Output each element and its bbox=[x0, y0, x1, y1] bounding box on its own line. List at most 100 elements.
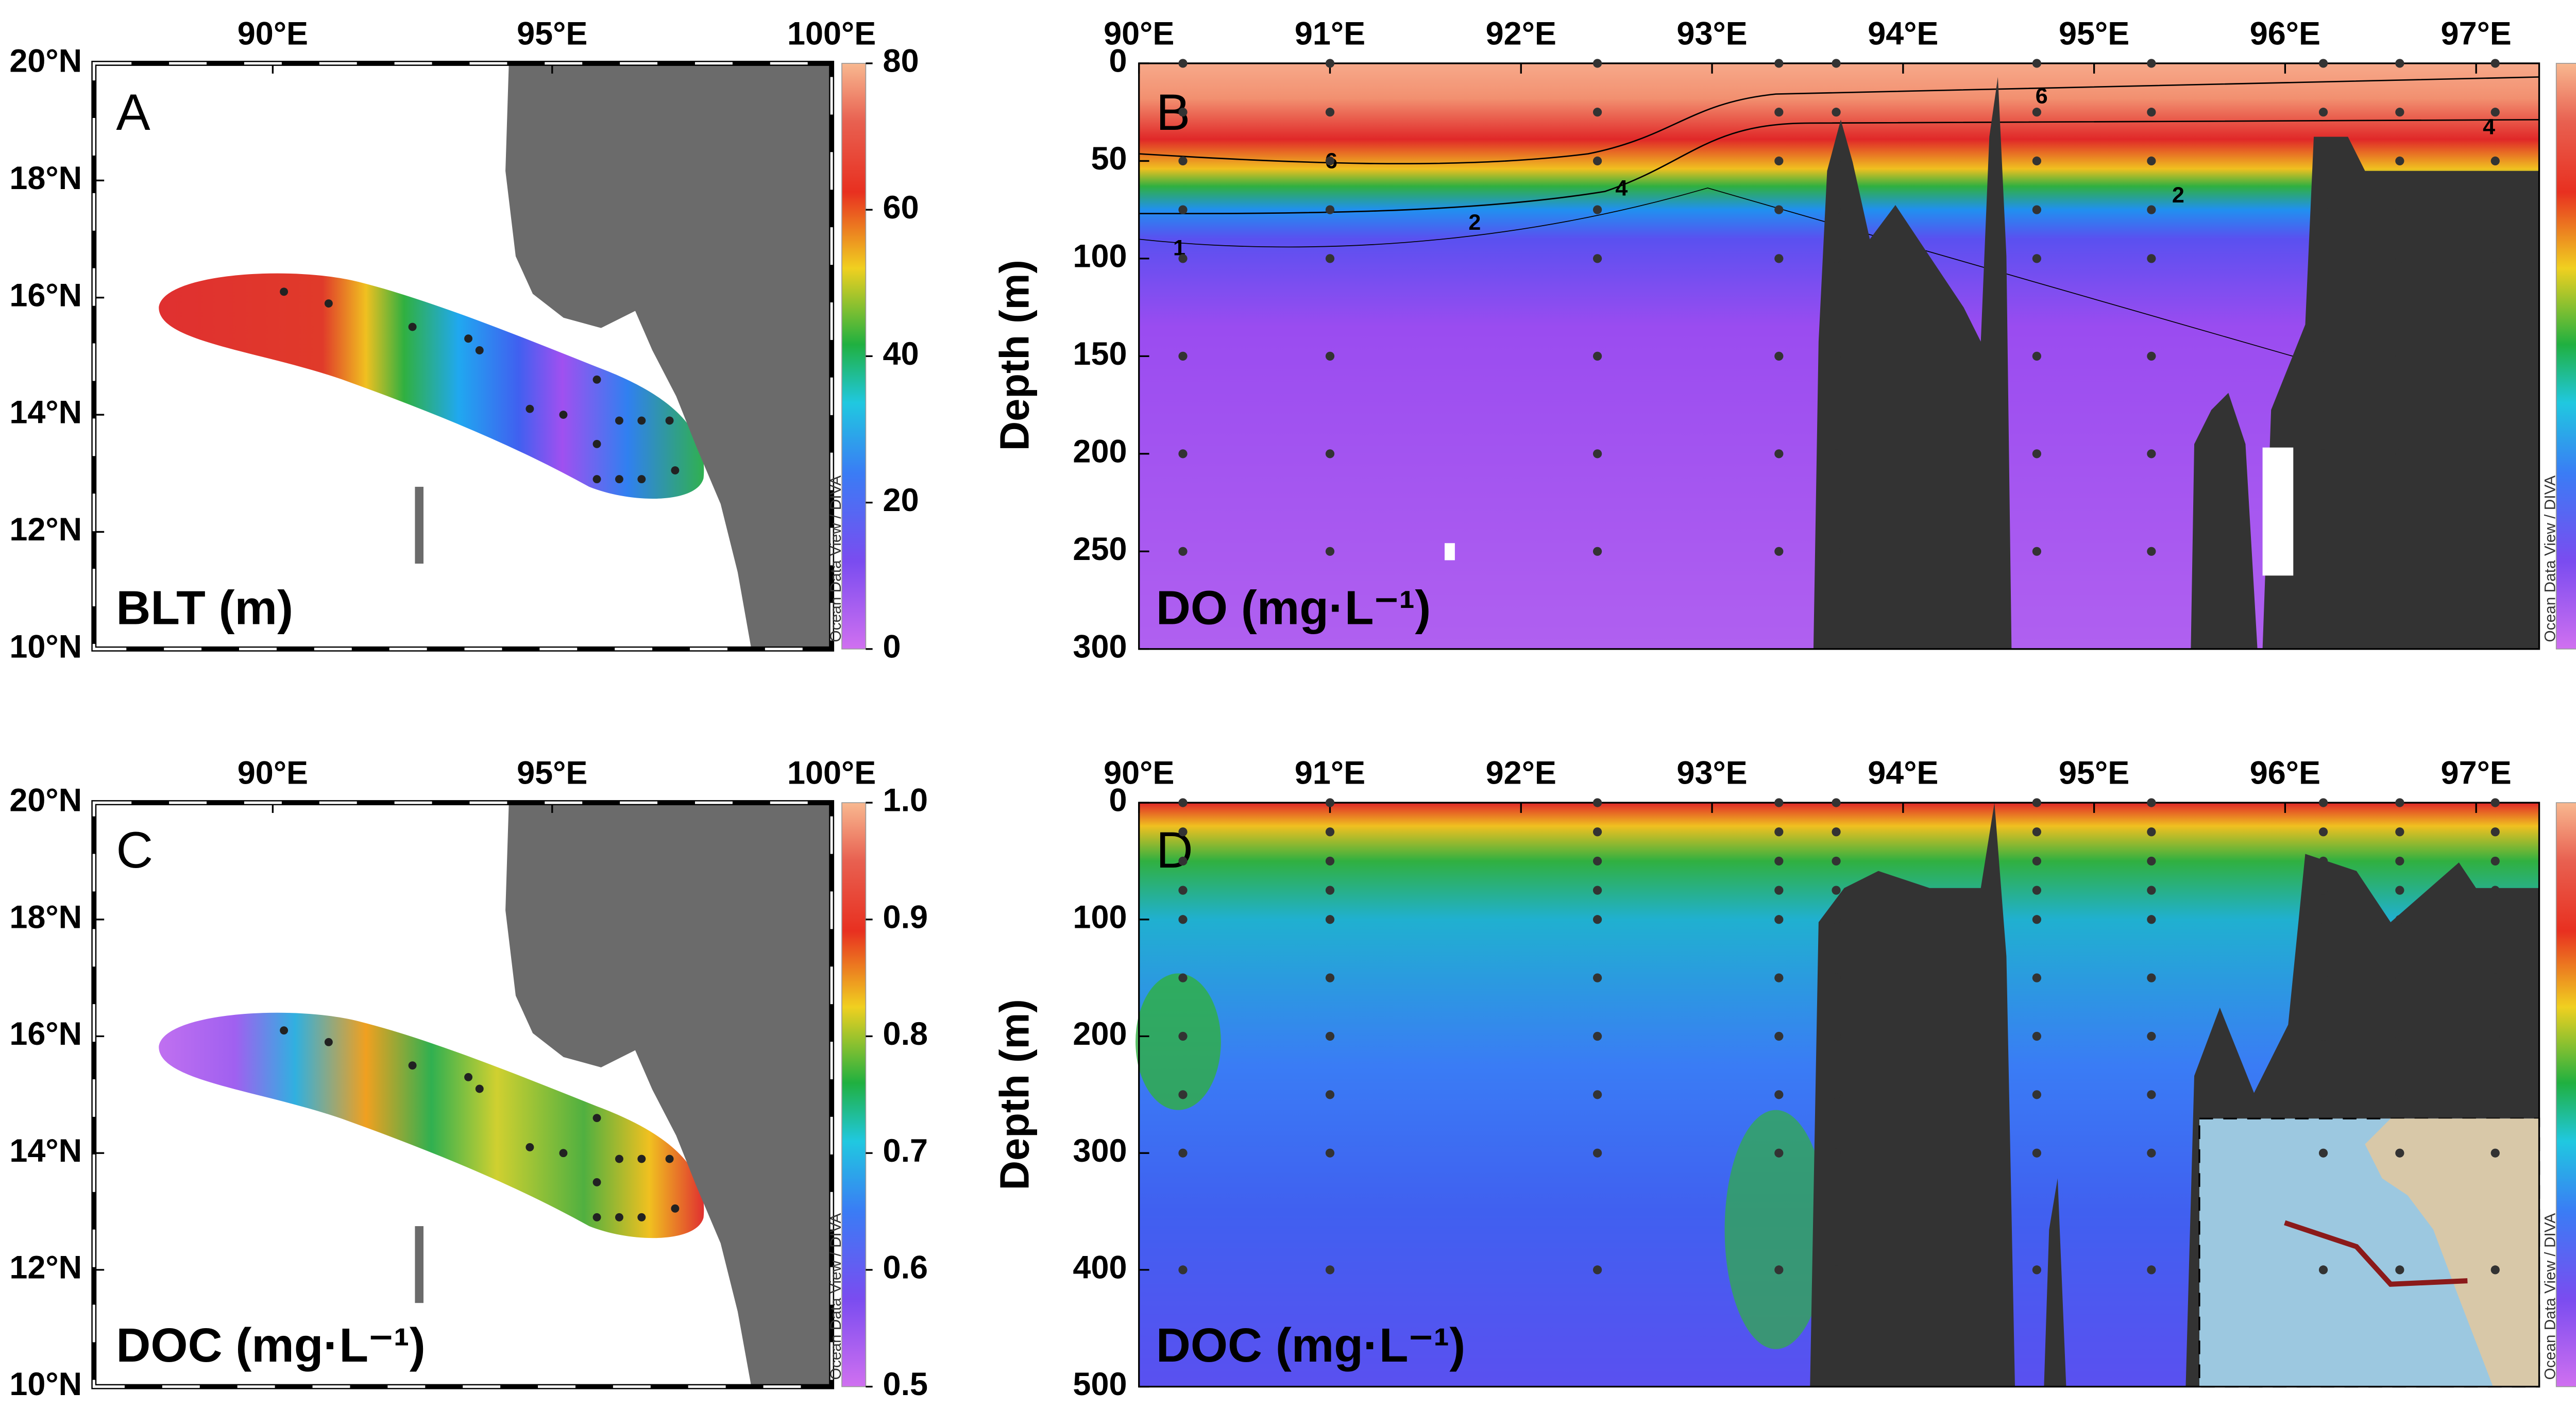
station bbox=[1832, 254, 1841, 263]
y-tick-label: 18°N bbox=[9, 899, 82, 935]
colorbar-tick-label: 80 bbox=[883, 43, 919, 79]
station bbox=[1774, 915, 1784, 924]
station bbox=[2395, 856, 2404, 866]
station bbox=[464, 334, 473, 343]
station bbox=[1774, 856, 1784, 866]
x-tick-label: 92°E bbox=[1486, 755, 1556, 791]
station bbox=[615, 416, 623, 425]
x-tick-label: 93°E bbox=[1676, 16, 1747, 52]
station bbox=[1774, 547, 1784, 556]
x-tick-label: 95°E bbox=[517, 755, 587, 791]
station bbox=[2147, 973, 2156, 982]
y-tick-label: 100 bbox=[1073, 239, 1127, 275]
colorbar-tick-label: 40 bbox=[883, 336, 919, 372]
station bbox=[2395, 205, 2404, 214]
y-tick-label: 20°N bbox=[9, 783, 82, 819]
station bbox=[1592, 108, 1602, 117]
x-tick-label: 92°E bbox=[1486, 16, 1556, 52]
station bbox=[2395, 915, 2404, 924]
station bbox=[2395, 59, 2404, 68]
y-tick-label: 300 bbox=[1073, 1133, 1127, 1169]
station bbox=[1592, 1031, 1602, 1041]
station bbox=[2147, 59, 2156, 68]
station bbox=[1325, 1090, 1335, 1099]
station bbox=[2490, 205, 2500, 214]
station bbox=[1325, 886, 1335, 895]
x-tick-label: 90°E bbox=[238, 755, 308, 791]
station bbox=[1592, 973, 1602, 982]
station bbox=[2490, 156, 2500, 166]
station bbox=[2032, 351, 2041, 361]
station bbox=[592, 1114, 601, 1123]
contour-label: 6 bbox=[2036, 84, 2048, 109]
station bbox=[2490, 351, 2500, 361]
x-tick-label: 90°E bbox=[238, 16, 308, 52]
station bbox=[2395, 254, 2404, 263]
y-tick-label: 12°N bbox=[9, 512, 82, 548]
frame-dash bbox=[92, 62, 833, 651]
station bbox=[1774, 449, 1784, 459]
y-tick-label: 18°N bbox=[9, 160, 82, 196]
station bbox=[1178, 547, 1188, 556]
station bbox=[1178, 59, 1188, 68]
y-tick-label: 20°N bbox=[9, 43, 82, 79]
station bbox=[2032, 1031, 2041, 1041]
station bbox=[1592, 547, 1602, 556]
station bbox=[526, 404, 534, 413]
station bbox=[671, 1204, 680, 1213]
panel-letter: A bbox=[116, 84, 150, 141]
station bbox=[1325, 156, 1335, 166]
contour-label: 4 bbox=[2483, 114, 2495, 139]
station bbox=[2318, 827, 2328, 837]
station bbox=[2318, 1031, 2328, 1041]
colorbar-tick-label: 0 bbox=[883, 629, 901, 665]
station bbox=[2147, 1031, 2156, 1041]
station bbox=[2032, 156, 2041, 166]
station bbox=[2318, 156, 2328, 166]
colorbar-tick-label: 0.9 bbox=[883, 899, 928, 935]
station bbox=[280, 1026, 289, 1035]
station bbox=[408, 1061, 417, 1070]
y-axis-label: Depth (m) bbox=[991, 999, 1037, 1190]
station bbox=[1832, 1265, 1841, 1275]
station bbox=[1178, 1265, 1188, 1275]
station bbox=[2147, 254, 2156, 263]
y-tick-label: 300 bbox=[1073, 629, 1127, 665]
panel-title: BLT (m) bbox=[116, 581, 293, 634]
station bbox=[1832, 59, 1841, 68]
station bbox=[1832, 973, 1841, 982]
station bbox=[2395, 1148, 2404, 1158]
x-tick-label: 95°E bbox=[2059, 16, 2129, 52]
station bbox=[1774, 1265, 1784, 1275]
station bbox=[1178, 254, 1188, 263]
station bbox=[1592, 59, 1602, 68]
station bbox=[665, 1155, 674, 1163]
station bbox=[2490, 827, 2500, 837]
station bbox=[2147, 1148, 2156, 1158]
station bbox=[2395, 973, 2404, 982]
y-tick-label: 50 bbox=[1091, 141, 1127, 177]
station bbox=[2490, 1031, 2500, 1041]
station bbox=[559, 1149, 568, 1158]
station bbox=[2490, 449, 2500, 459]
station bbox=[2318, 59, 2328, 68]
contour-label: 4 bbox=[1615, 176, 1628, 201]
station bbox=[1178, 156, 1188, 166]
x-tick-label: 100°E bbox=[787, 16, 876, 52]
station bbox=[637, 1155, 646, 1163]
station bbox=[1178, 973, 1188, 982]
station bbox=[2318, 973, 2328, 982]
station bbox=[1774, 973, 1784, 982]
station bbox=[1774, 827, 1784, 837]
station bbox=[2032, 915, 2041, 924]
y-tick-label: 14°N bbox=[9, 1133, 82, 1169]
station bbox=[1325, 351, 1335, 361]
y-tick-label: 16°N bbox=[9, 1016, 82, 1052]
station bbox=[1178, 1031, 1188, 1041]
station bbox=[2147, 856, 2156, 866]
station bbox=[2032, 827, 2041, 837]
station bbox=[2490, 1148, 2500, 1158]
station bbox=[1832, 1148, 1841, 1158]
